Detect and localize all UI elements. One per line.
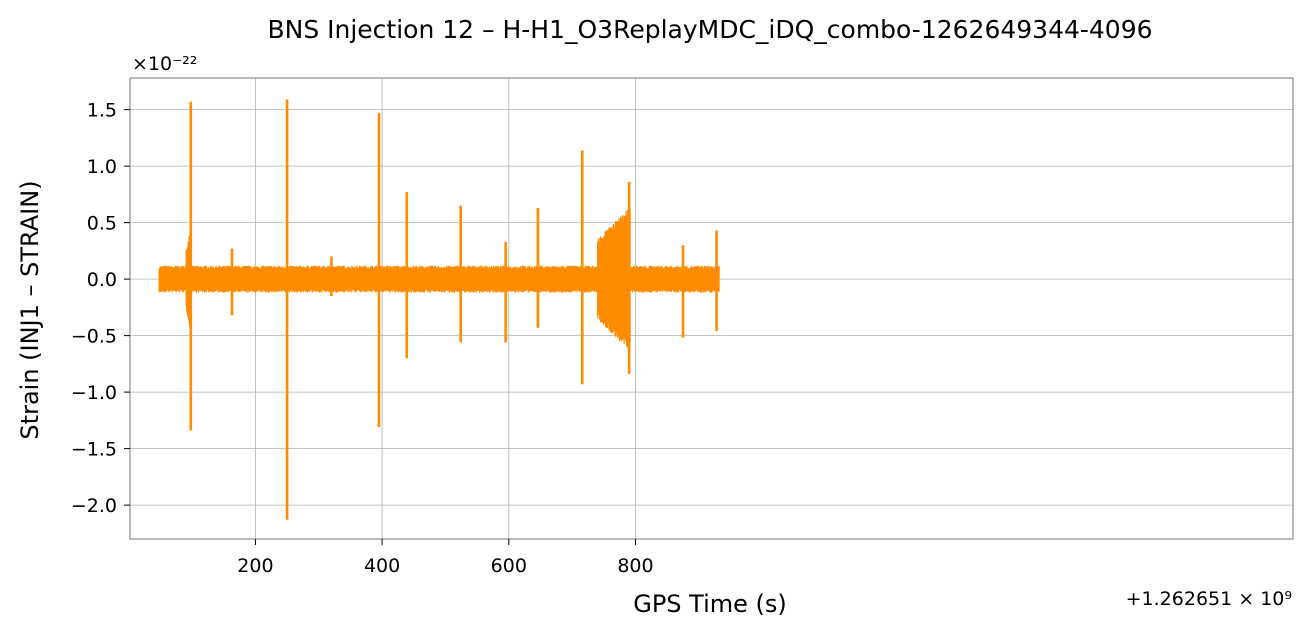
- x-tick-label: 800: [617, 555, 653, 577]
- grid: [130, 78, 1293, 539]
- data-series: [158, 99, 720, 520]
- y-tick-label: 1.0: [87, 156, 117, 178]
- y-tick-label: −0.5: [71, 326, 117, 348]
- y-axis-label: Strain (INJ1 – STRAIN): [16, 180, 44, 439]
- x-tick-label: 200: [237, 555, 273, 577]
- ticks: 200 400 600 800 1.5 1.0 0.5 0.0 −0.5 −1.0 −1.5 −2.0: [71, 100, 654, 577]
- plot-frame: [129, 77, 1294, 540]
- y-tick-label: 0.5: [87, 213, 117, 235]
- y-tick-label: 0.0: [87, 269, 117, 291]
- x-offset-label: +1.262651 × 10⁹: [1126, 588, 1292, 610]
- y-tick-label: −1.5: [71, 439, 117, 461]
- y-tick-label: −2.0: [71, 495, 117, 517]
- x-axis-label: GPS Time (s): [633, 590, 787, 618]
- y-scale-label: ×10⁻²²: [132, 53, 197, 75]
- y-tick-label: 1.5: [87, 100, 117, 122]
- strain-noise-band: [158, 207, 720, 348]
- x-tick-label: 600: [491, 555, 527, 577]
- y-tick-label: −1.0: [71, 382, 117, 404]
- x-tick-label: 400: [364, 555, 400, 577]
- chart-title: BNS Injection 12 – H-H1_O3ReplayMDC_iDQ_…: [267, 15, 1152, 44]
